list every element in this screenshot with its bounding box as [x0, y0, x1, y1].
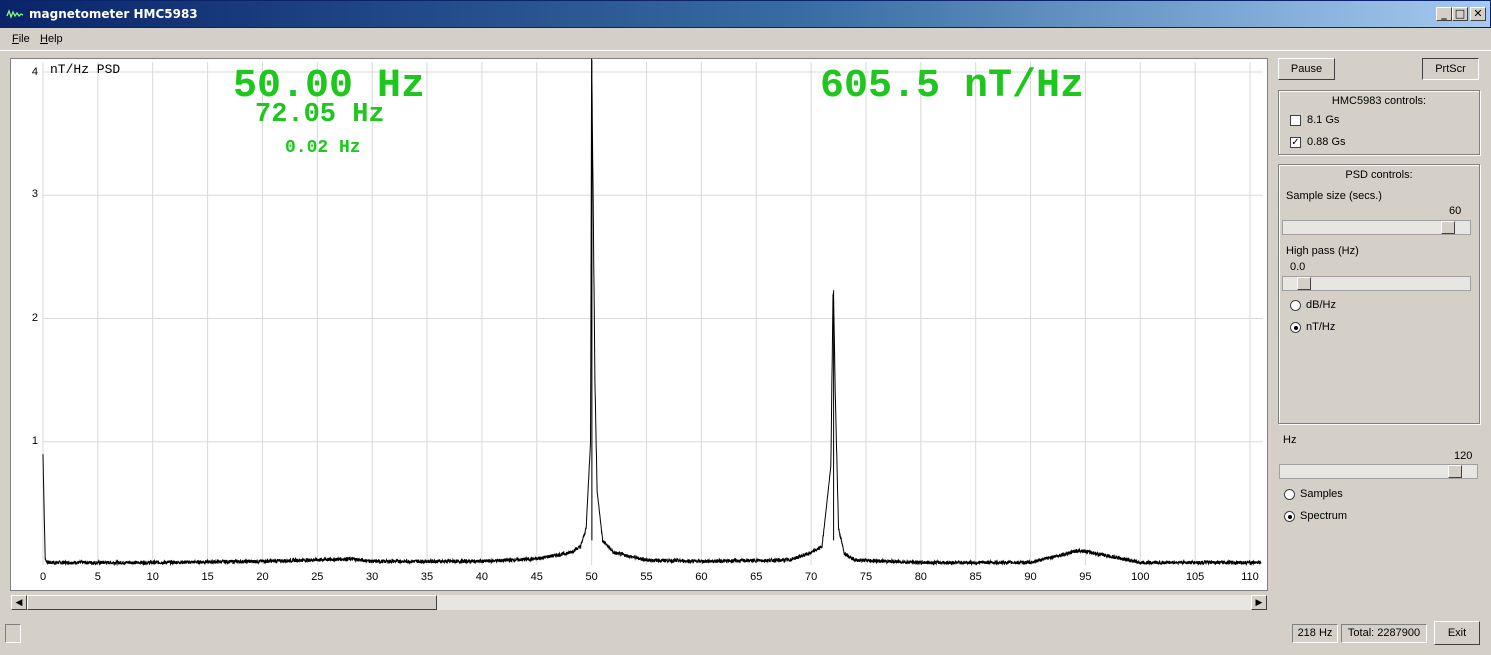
x-tick-label: 15 — [201, 571, 214, 583]
resolution-readout: 0.02 Hz — [285, 138, 361, 158]
menu-help-accel: H — [40, 33, 48, 45]
total-samples-status: Total: 2287900 — [1341, 624, 1427, 643]
pause-button[interactable]: Pause — [1278, 58, 1335, 80]
range-0-88-label: 0.88 Gs — [1307, 136, 1346, 148]
menu-file-accel: F — [12, 33, 19, 45]
hz-range-slider-thumb[interactable] — [1448, 465, 1462, 478]
x-tick-label: 0 — [39, 571, 47, 583]
psd-plot-frame[interactable] — [10, 58, 1268, 591]
menu-help[interactable]: Help — [40, 33, 63, 45]
hmc-controls-group: HMC5983 controls: — [1278, 90, 1480, 155]
x-tick-label: 10 — [146, 571, 159, 583]
radio-selected-dot — [1287, 514, 1292, 519]
x-tick-label: 65 — [750, 571, 763, 583]
exit-button[interactable]: Exit — [1434, 621, 1480, 645]
db-hz-radio[interactable] — [1290, 300, 1301, 311]
nt-hz-radio[interactable] — [1290, 322, 1301, 333]
x-tick-label: 45 — [530, 571, 543, 583]
sample-size-slider[interactable] — [1282, 220, 1471, 235]
spectrum-radio[interactable] — [1284, 511, 1295, 522]
close-icon: ✕ — [1473, 7, 1483, 20]
y-tick-label: 4 — [31, 66, 38, 78]
peak-frequency-readout: 50.00 Hz — [233, 64, 426, 109]
app-waveform-icon — [6, 8, 24, 20]
x-tick-label: 100 — [1131, 571, 1150, 583]
minimize-button[interactable]: _ — [1436, 7, 1452, 21]
psd-trace — [42, 58, 1262, 567]
hmc-controls-title: HMC5983 controls: — [1331, 95, 1427, 107]
menu-file-label: ile — [18, 33, 30, 45]
scroll-left-arrow-icon[interactable]: ◀ — [11, 595, 27, 610]
x-tick-label: 105 — [1185, 571, 1205, 583]
x-tick-label: 90 — [1024, 571, 1037, 583]
spectrum-label: Spectrum — [1300, 510, 1348, 522]
samples-radio[interactable] — [1284, 489, 1295, 500]
radio-selected-dot — [1293, 325, 1298, 330]
x-tick-label: 35 — [420, 571, 434, 583]
hz-range-slider[interactable] — [1279, 464, 1478, 479]
menu-file[interactable]: File — [12, 33, 30, 45]
sample-size-label: Sample size (secs.) — [1286, 190, 1382, 202]
y-tick-label: 3 — [31, 188, 38, 200]
db-hz-label: dB/Hz — [1306, 299, 1336, 311]
plot-unit-label: nT/Hz PSD — [50, 62, 121, 77]
x-tick-label: 110 — [1241, 571, 1259, 583]
x-tick-label: 20 — [256, 571, 269, 583]
x-tick-label: 80 — [914, 571, 927, 583]
x-tick-label: 50 — [585, 571, 598, 583]
scrollbar-thumb[interactable] — [27, 595, 437, 610]
range-8-1-checkbox[interactable] — [1290, 115, 1301, 126]
window-title: magnetometer HMC5983 — [29, 7, 198, 21]
sample-size-slider-thumb[interactable] — [1441, 221, 1455, 234]
y-tick-label: 2 — [31, 312, 38, 324]
x-tick-label: 60 — [695, 571, 708, 583]
minimize-icon: _ — [1441, 7, 1447, 20]
x-tick-label: 95 — [1079, 571, 1092, 583]
x-tick-label: 55 — [640, 571, 653, 583]
range-0-88-checkbox[interactable]: ✓ — [1290, 137, 1301, 148]
second-peak-frequency-readout: 72.05 Hz — [255, 100, 385, 130]
high-pass-label: High pass (Hz) — [1286, 245, 1359, 257]
high-pass-slider[interactable] — [1282, 276, 1471, 291]
close-button[interactable]: ✕ — [1470, 7, 1486, 21]
samples-label: Samples — [1300, 488, 1343, 500]
x-tick-label: 30 — [366, 571, 379, 583]
high-pass-slider-thumb[interactable] — [1297, 277, 1311, 290]
sample-size-value: 60 — [1449, 205, 1462, 217]
high-pass-value: 0.0 — [1290, 261, 1306, 273]
nt-hz-label: nT/Hz — [1306, 321, 1336, 333]
horizontal-scrollbar[interactable]: ◀ ▶ — [10, 594, 1268, 611]
psd-controls-group: PSD controls: — [1278, 164, 1480, 424]
title-bar[interactable]: magnetometer HMC5983 _ □ ✕ — [0, 0, 1491, 28]
x-tick-label: 5 — [94, 571, 101, 583]
maximize-icon: □ — [1454, 7, 1466, 20]
x-tick-label: 70 — [804, 571, 818, 583]
status-indicator — [5, 624, 21, 643]
prtscr-button[interactable]: PrtScr — [1422, 58, 1479, 80]
range-8-1-label: 8.1 Gs — [1307, 114, 1340, 126]
menu-help-label: elp — [47, 33, 63, 45]
psd-controls-title: PSD controls: — [1345, 169, 1413, 181]
x-tick-label: 40 — [475, 571, 489, 583]
sample-rate-status: 218 Hz — [1292, 624, 1338, 643]
scroll-right-arrow-icon[interactable]: ▶ — [1251, 595, 1267, 610]
y-tick-label: 1 — [31, 435, 38, 447]
x-tick-label: 85 — [969, 571, 982, 583]
menu-bar: File Help — [0, 28, 1491, 51]
amplitude-readout: 605.5 nT/Hz — [820, 64, 1085, 109]
maximize-button[interactable]: □ — [1452, 7, 1468, 21]
hz-range-label: Hz — [1283, 434, 1297, 446]
x-tick-label: 75 — [859, 571, 873, 583]
x-tick-label: 25 — [311, 571, 324, 583]
hz-range-value: 120 — [1454, 450, 1473, 462]
